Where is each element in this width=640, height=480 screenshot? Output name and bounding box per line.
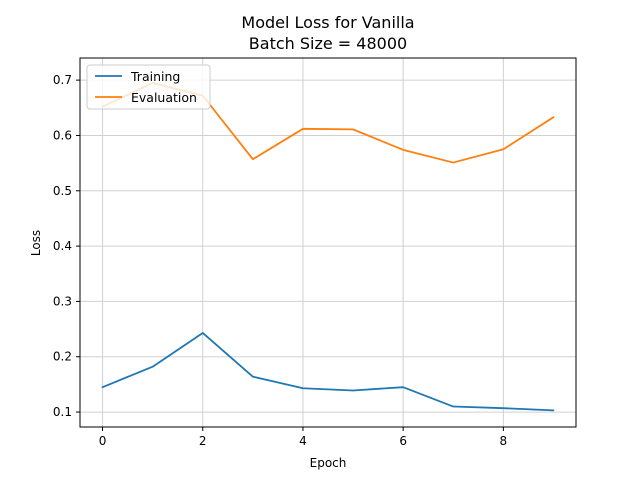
y-tick-label: 0.7 (53, 73, 72, 87)
x-tick-label: 8 (500, 434, 508, 448)
chart-subtitle: Batch Size = 48000 (249, 34, 407, 53)
y-tick-label: 0.6 (53, 128, 72, 142)
y-tick-label: 0.5 (53, 184, 72, 198)
chart-title: Model Loss for Vanilla (241, 13, 414, 32)
legend-label-evaluation: Evaluation (131, 90, 197, 105)
x-tick-label: 4 (299, 434, 307, 448)
x-tick-label: 2 (199, 434, 207, 448)
series-line-training (101, 332, 555, 412)
axis-ticks: 0 2 4 6 8 0.1 0.2 0.3 0.4 0.5 0.6 0.7 (53, 73, 507, 448)
x-axis-label: Epoch (310, 456, 347, 470)
y-tick-label: 0.4 (53, 239, 72, 253)
y-tick-label: 0.3 (53, 294, 72, 308)
legend-label-training: Training (130, 69, 180, 84)
y-tick-label: 0.2 (53, 350, 72, 364)
x-tick-label: 0 (99, 434, 107, 448)
x-tick-label: 6 (399, 434, 407, 448)
y-tick-label: 0.1 (53, 405, 72, 419)
plot-frame (79, 57, 577, 428)
series-layer (101, 82, 555, 412)
y-axis-label: Loss (29, 230, 43, 256)
grid-lines (80, 58, 576, 427)
legend: Training Evaluation (86, 64, 211, 110)
